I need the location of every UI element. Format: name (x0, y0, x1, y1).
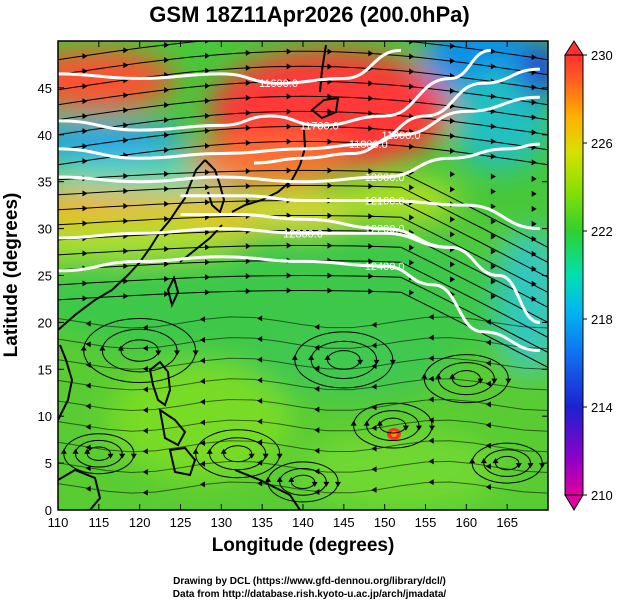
y-tick-label: 20 (38, 315, 52, 330)
contour-line (58, 227, 451, 249)
x-tick-label: 145 (333, 515, 355, 530)
x-tick-label: 150 (374, 515, 396, 530)
contour-line (180, 194, 540, 231)
coastline-sakhalin (319, 44, 327, 93)
coastline-new-guinea (234, 469, 301, 510)
coastline-indochina (58, 344, 74, 421)
x-tick-label: 130 (210, 515, 232, 530)
colorbar-top-arrow (564, 40, 584, 56)
coastline-china (58, 159, 206, 331)
contour-label: 11600.0 (259, 78, 298, 90)
colorbar-tick-label: 214 (591, 400, 613, 415)
contour-line (58, 255, 540, 353)
y-tick-label: 25 (38, 269, 52, 284)
streamlines (58, 41, 548, 503)
contour-label: 11900.0 (382, 130, 421, 142)
coastline-hokkaido (310, 96, 340, 120)
y-axis-label: Latitude (degrees) (1, 192, 22, 358)
axis-ticks: 110 115 120 125 130 135 140 145 150 155 160 165 0 5 10… (38, 41, 548, 530)
coastline-luzon (148, 360, 172, 407)
colorbar-tick-label: 230 (591, 48, 613, 63)
x-tick-label: 135 (251, 515, 273, 530)
coastline-korea (204, 159, 226, 214)
y-tick-label: 45 (38, 81, 52, 96)
credit-dcl: Drawing by DCL (https://www.gfd-dennou.o… (173, 576, 446, 587)
y-tick-label: 10 (38, 409, 52, 424)
chart-title: GSM 18Z11Apr2026 (200.0hPa) (149, 2, 470, 27)
x-tick-label: 120 (129, 515, 151, 530)
x-tick-label: 155 (415, 515, 437, 530)
contour-label: 12400.0 (365, 261, 405, 273)
x-tick-label: 125 (170, 515, 192, 530)
coastline-borneo (58, 468, 102, 510)
coastline-mindanao (168, 446, 197, 477)
contour-label: 11700.0 (300, 120, 339, 132)
colorbar-tick-label: 226 (591, 136, 613, 151)
coastline-japan (231, 129, 307, 213)
x-tick-label: 140 (292, 515, 314, 530)
y-tick-label: 15 (38, 362, 52, 377)
contour-label: 12100.0 (365, 195, 405, 207)
colorbar-tick-label: 222 (591, 224, 613, 239)
colorbar-bottom-arrow (564, 494, 584, 511)
contour-line (58, 48, 492, 132)
contour-line (58, 48, 402, 85)
x-tick-label: 165 (496, 515, 518, 530)
colorbar-tick-label: 218 (591, 312, 613, 327)
contour-line (253, 95, 540, 165)
coastline-visayas (158, 407, 187, 447)
credit-data-source: Data from http://database.rish.kyoto-u.a… (172, 589, 447, 600)
contour-label: 12000.0 (365, 172, 405, 184)
y-tick-label: 0 (45, 503, 52, 518)
x-tick-label: 115 (88, 515, 109, 530)
x-tick-label: 110 (48, 515, 69, 530)
height-contours: 11600.011700.011800.011900.012000.012100… (58, 48, 541, 353)
coastlines (58, 44, 340, 510)
colorbar-tick-label: 210 (591, 488, 613, 503)
colorbar-bar (564, 54, 584, 496)
y-tick-label: 35 (38, 175, 52, 190)
contour-line (180, 213, 541, 324)
x-tick-label: 160 (455, 515, 477, 530)
contour-line (58, 67, 540, 160)
x-axis-label: Longitude (degrees) (211, 535, 395, 556)
contour-line (58, 142, 540, 184)
coastline-taiwan (166, 275, 180, 308)
y-tick-label: 5 (45, 456, 52, 471)
y-tick-label: 40 (38, 128, 52, 143)
colorbar: 230 226 222 218 214 210 (564, 40, 613, 511)
y-tick-label: 30 (38, 222, 52, 237)
coastline-ryukyu (179, 224, 223, 263)
contour-label: 12300.0 (283, 228, 323, 240)
